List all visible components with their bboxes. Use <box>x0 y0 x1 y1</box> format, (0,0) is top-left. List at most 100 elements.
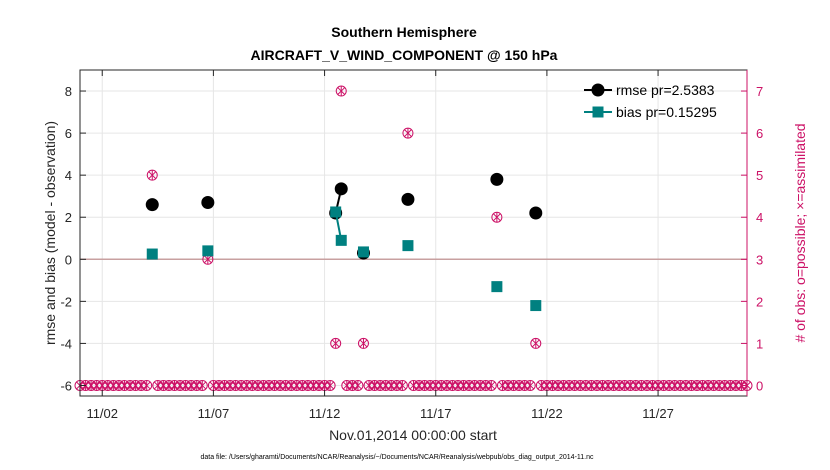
obs-marker-zero-assimilated <box>164 380 173 391</box>
obs-marker-assimilated <box>148 170 157 181</box>
obs-marker-zero-assimilated <box>131 380 140 391</box>
obs-marker-zero-assimilated <box>137 380 146 391</box>
obs-marker-zero-assimilated <box>231 380 240 391</box>
y-tick-label: 2 <box>65 210 72 225</box>
rmse-point <box>529 206 543 220</box>
y-tick-label: 8 <box>65 84 72 99</box>
obs-marker-zero-assimilated <box>448 380 457 391</box>
y-axis-left: 8 6 4 2 0 -2 -4 -6 <box>60 84 86 393</box>
obs-marker-zero-assimilated <box>142 380 151 391</box>
y-tick-label: 0 <box>65 252 72 267</box>
x-tick-label: 11/07 <box>198 406 230 421</box>
obs-marker-zero-assimilated <box>315 380 323 391</box>
obs-marker-zero-assimilated <box>665 380 674 391</box>
obs-marker-zero-assimilated <box>426 380 435 391</box>
y2-tick-label: 5 <box>756 168 763 183</box>
obs-marker-zero-assimilated <box>153 380 162 391</box>
series-layer <box>145 172 543 312</box>
obs-marker-zero-assimilated <box>215 380 223 391</box>
obs-marker-zero-assimilated <box>348 380 357 391</box>
obs-marker-zero-assimilated <box>248 380 257 391</box>
obs-marker-zero-assimilated <box>292 380 301 391</box>
obs-marker-zero-assimilated <box>454 380 462 391</box>
obs-marker-zero-assimilated <box>376 380 385 391</box>
obs-marker-zero-assimilated <box>176 380 185 391</box>
obs-marker-zero-assimilated <box>276 380 285 391</box>
y2-tick-label: 2 <box>756 294 763 309</box>
y-axis-right: 7 6 5 4 3 2 1 0 <box>741 70 763 396</box>
obs-marker-zero-assimilated <box>409 380 418 391</box>
obs-marker-zero-assimilated <box>592 380 601 391</box>
y-tick-label: 4 <box>65 168 72 183</box>
obs-marker-zero-assimilated <box>587 380 596 391</box>
y2-axis-label: # of obs: o=possible; ×=assimilated <box>792 123 808 342</box>
obs-marker-assimilated <box>403 128 412 139</box>
obs-marker-zero-assimilated <box>704 380 713 391</box>
bias-point <box>491 281 503 293</box>
obs-marker-zero-assimilated <box>709 380 718 391</box>
obs-marker-zero-assimilated <box>676 380 685 391</box>
obs-marker-zero-assimilated <box>681 380 690 391</box>
obs-marker-zero-assimilated <box>226 380 235 391</box>
obs-marker-zero-assimilated <box>342 380 351 391</box>
obs-marker-zero-assimilated <box>387 380 396 391</box>
obs-marker-zero-assimilated <box>392 380 401 391</box>
y2-tick-label: 6 <box>756 126 763 141</box>
x-tick-label: 11/02 <box>86 406 118 421</box>
obs-marker-zero-assimilated <box>615 380 624 391</box>
obs-marker-zero-assimilated <box>604 380 612 391</box>
obs-marker-zero-assimilated <box>270 380 279 391</box>
bias-point <box>530 300 542 312</box>
obs-marker-assimilated <box>359 338 368 349</box>
obs-marker-zero-assimilated <box>498 380 507 391</box>
obs-marker-zero-assimilated <box>459 380 468 391</box>
obs-marker-zero-assimilated <box>281 380 290 391</box>
x-tick-label: 11/22 <box>531 406 563 421</box>
obs-marker-zero-assimilated <box>542 380 551 391</box>
obs-marker-zero-assimilated <box>581 380 590 391</box>
y2-tick-label: 3 <box>756 252 763 267</box>
chart-subtitle: AIRCRAFT_V_WIND_COMPONENT @ 150 hPa <box>251 47 558 63</box>
obs-marker-zero-assimilated <box>693 380 701 391</box>
obs-marker-zero-assimilated <box>642 380 651 391</box>
obs-marker-zero-assimilated <box>726 380 735 391</box>
obs-marker-zero-assimilated <box>437 380 446 391</box>
legend: rmse pr=2.5383 bias pr=0.15295 <box>584 82 717 120</box>
x-tick-label: 11/12 <box>309 406 341 421</box>
bias-point <box>202 245 214 257</box>
data-file-footnote: data file: /Users/gharamti/Documents/NCA… <box>200 454 594 461</box>
obs-marker-zero-assimilated <box>181 380 190 391</box>
y-tick-label: -4 <box>60 336 72 351</box>
obs-marker-zero-assimilated <box>159 380 168 391</box>
chart-title: Southern Hemisphere <box>331 24 477 40</box>
obs-marker-zero-assimilated <box>620 380 629 391</box>
obs-marker-zero-assimilated <box>253 380 262 391</box>
obs-marker-assimilated <box>492 212 501 223</box>
obs-marker-zero-assimilated <box>670 380 679 391</box>
obs-marker-zero-assimilated <box>504 380 512 391</box>
obs-marker-zero-assimilated <box>520 380 529 391</box>
bias-point <box>335 234 347 246</box>
obs-marker-zero-assimilated <box>209 380 218 391</box>
rmse-point <box>334 182 348 196</box>
rmse-point <box>490 172 504 186</box>
obs-marker-zero-assimilated <box>365 380 373 391</box>
obs-marker-assimilated <box>531 338 540 349</box>
obs-marker-assimilated <box>331 338 340 349</box>
legend-rmse-marker <box>591 83 605 97</box>
obs-marker-zero-assimilated <box>320 380 329 391</box>
obs-marker-zero-assimilated <box>303 380 312 391</box>
obs-marker-zero-assimilated <box>648 380 657 391</box>
obs-marker-zero-assimilated <box>370 380 379 391</box>
y2-tick-label: 4 <box>756 210 763 225</box>
y-axis-label: rmse and bias (model - observation) <box>42 121 58 345</box>
obs-marker-zero-assimilated <box>731 380 740 391</box>
obs-marker-zero-assimilated <box>220 380 229 391</box>
obs-marker-zero-assimilated <box>442 380 451 391</box>
x-tick-label: 11/27 <box>642 406 674 421</box>
obs-marker-zero-assimilated <box>114 380 123 391</box>
obs-marker-zero-assimilated <box>598 380 607 391</box>
obs-marker-zero-assimilated <box>565 380 574 391</box>
rmse-point <box>145 198 159 212</box>
obs-marker-zero-assimilated <box>659 380 668 391</box>
